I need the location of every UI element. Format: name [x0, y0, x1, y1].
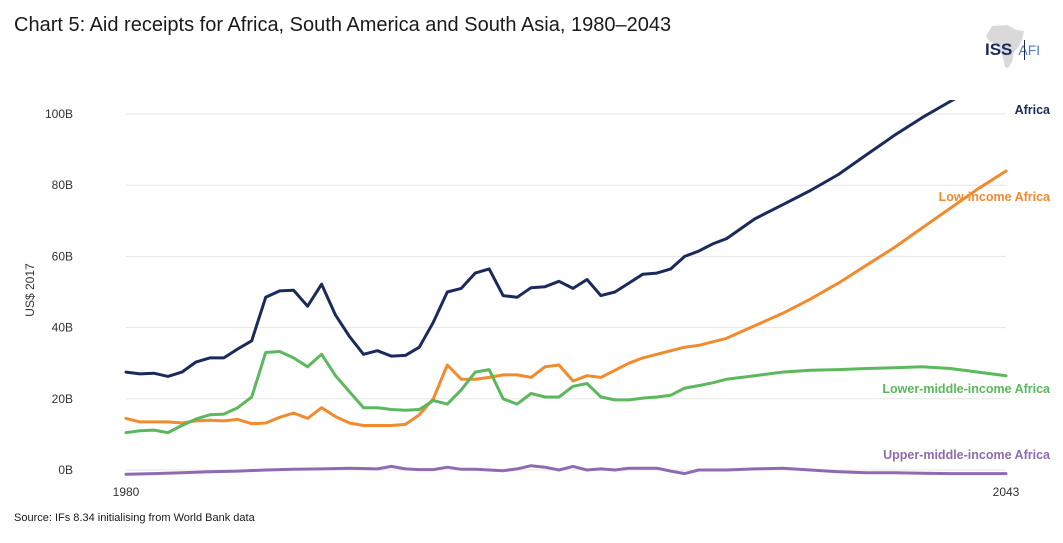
y-tick-label: 40B [52, 321, 73, 335]
y-axis-ticks: 0B 20B 40B 60B 80B 100B [45, 107, 73, 477]
series-line-low-income-africa [124, 169, 1008, 427]
iss-logo: ISS AFI [985, 40, 1041, 59]
y-tick-label: 60B [52, 249, 73, 263]
x-axis-ticks: 1980 2043 [113, 485, 1020, 499]
gridlines [126, 113, 1006, 471]
y-tick-label: 0B [58, 463, 73, 477]
iss-africa-map-logo [978, 22, 1058, 72]
series-label-africa: Africa [1015, 103, 1051, 117]
logo-separator [1024, 40, 1025, 60]
y-axis-label: US$ 2017 [23, 263, 37, 317]
series-line-africa [124, 100, 956, 378]
series-label-low-income-africa: Low-income Africa [939, 190, 1051, 204]
x-tick-label: 1980 [113, 485, 140, 499]
series-labels: Africa Low-income Africa Lower-middle-inco… [882, 103, 1051, 462]
series-label-lower-middle-income-africa: Lower-middle-income Africa [882, 382, 1051, 396]
y-tick-label: 100B [45, 107, 73, 121]
series-label-upper-middle-income-africa: Upper-middle-income Africa [883, 448, 1051, 462]
chart-title: Chart 5: Aid receipts for Africa, South … [14, 14, 672, 36]
source-note: Source: IFs 8.34 initialising from World… [14, 512, 255, 524]
series-line-lower-middle-income-africa [124, 350, 1008, 435]
y-tick-label: 20B [52, 392, 73, 406]
x-tick-label: 2043 [993, 485, 1020, 499]
africa-map-icon [986, 25, 1024, 68]
y-tick-label: 80B [52, 178, 73, 192]
series-lines [124, 100, 1008, 476]
series-line-upper-middle-income-africa [124, 464, 1008, 476]
